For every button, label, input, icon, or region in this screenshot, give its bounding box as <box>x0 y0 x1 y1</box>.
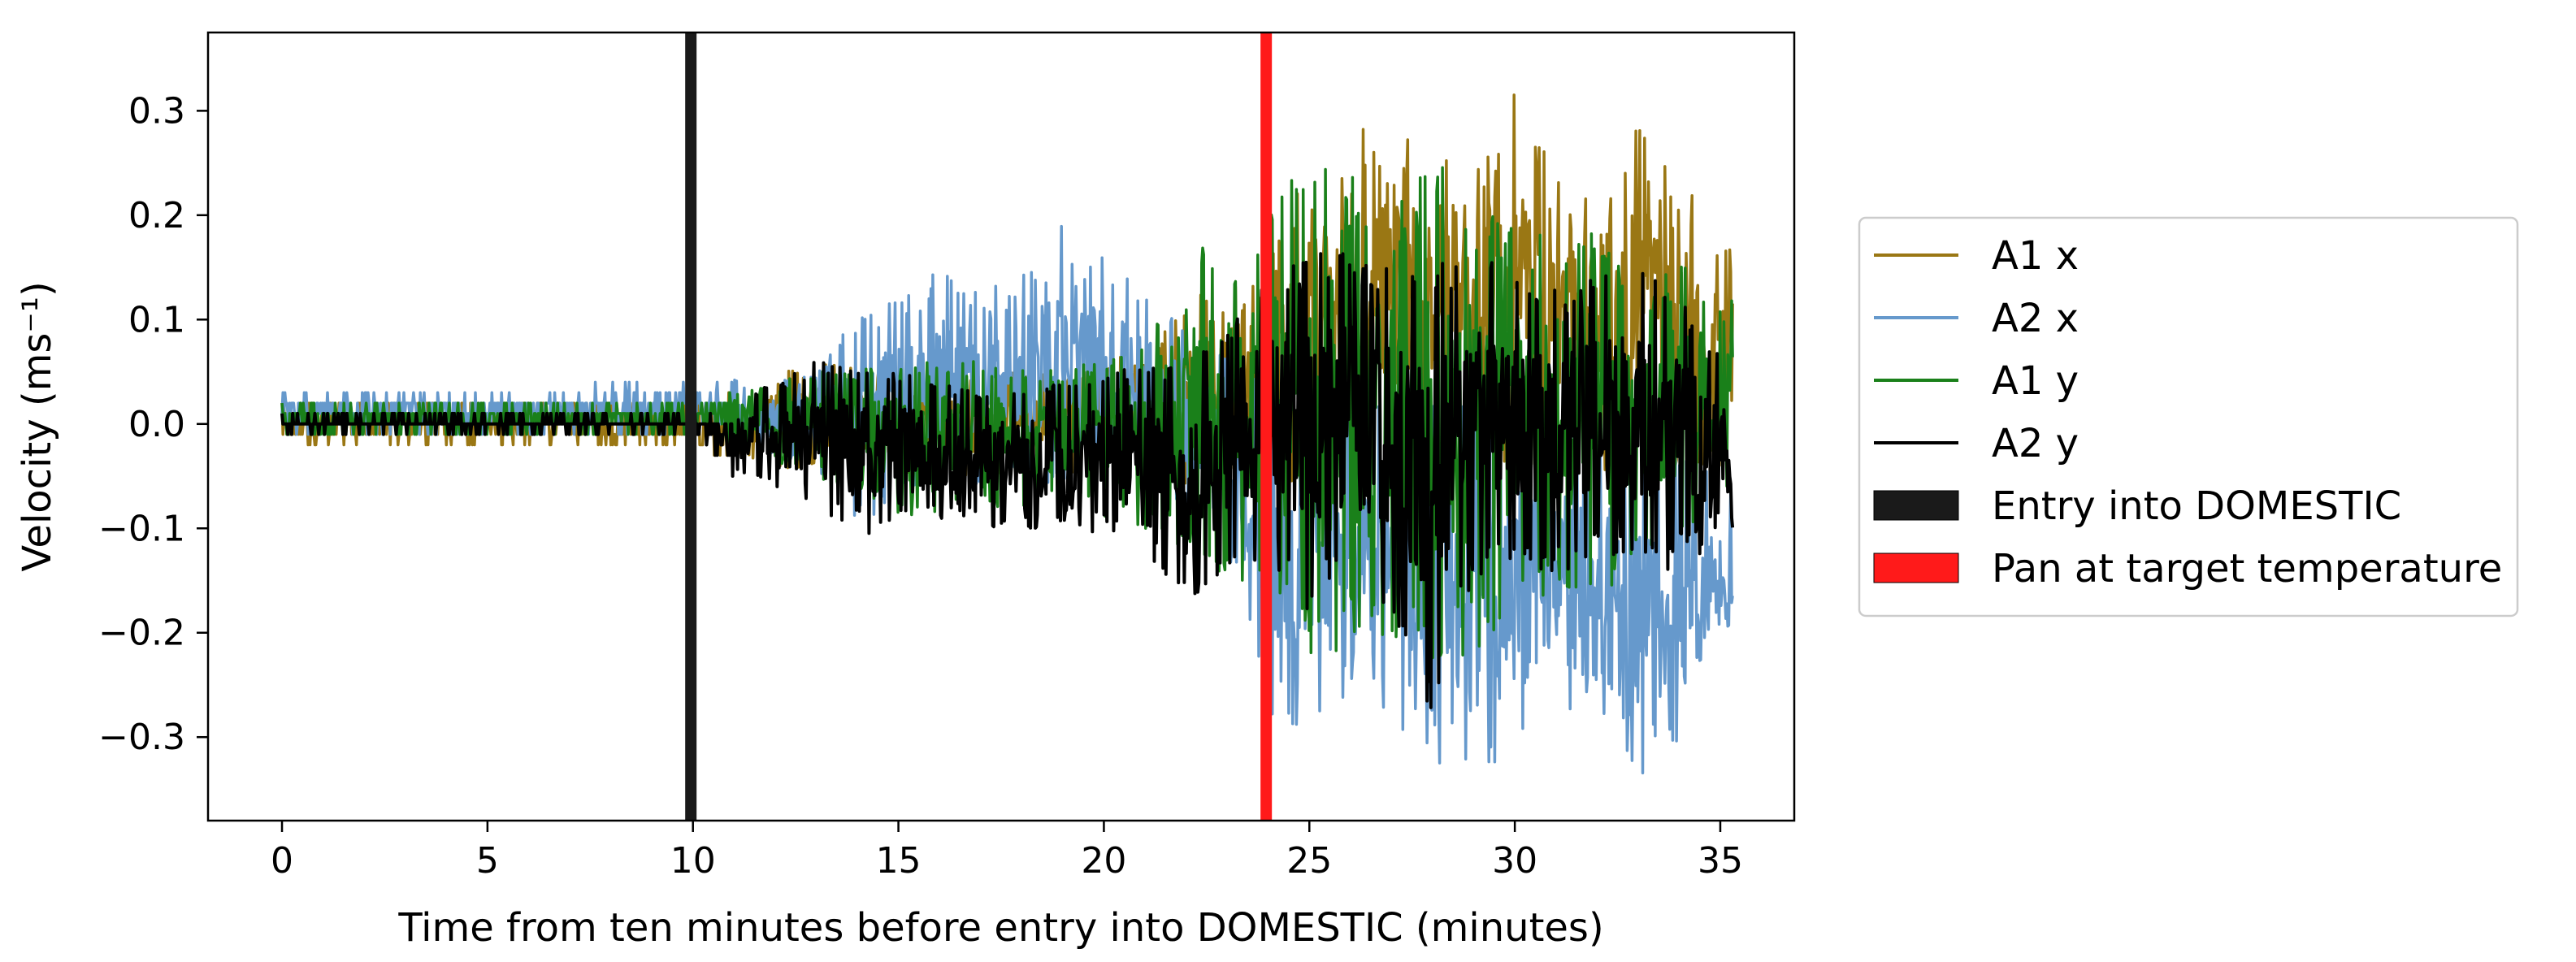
legend-swatch-pan-at-target-temperature <box>1873 552 1959 583</box>
legend-label-a2-y: A2 y <box>1992 421 2079 466</box>
legend-label-entry-into-domestic: Entry into DOMESTIC <box>1992 483 2401 529</box>
y-tick-label: 0.3 <box>128 90 185 132</box>
legend-items: A1 x A2 x A1 y A2 y Entry into DOMESTIC Pan a… <box>1873 233 2502 592</box>
y-tick-label: −0.3 <box>98 717 185 758</box>
entry-vline <box>685 32 697 821</box>
plot-frame <box>206 31 1796 822</box>
y-tick-label: −0.2 <box>98 613 185 654</box>
x-axis-ticks: 0 5 10 15 20 25 30 35 <box>271 821 1743 882</box>
x-tick-label: 5 <box>476 840 499 882</box>
x-tick-label: 10 <box>670 840 716 882</box>
legend-swatch-entry-into-domestic <box>1873 490 1959 521</box>
legend-box <box>1858 216 2519 618</box>
y-tick-label: −0.1 <box>98 508 185 549</box>
target-temp-vline <box>1260 32 1273 821</box>
x-tick-label: 15 <box>876 840 922 882</box>
x-tick-label: 20 <box>1081 840 1126 882</box>
legend-label-a2-x: A2 x <box>1992 296 2079 341</box>
legend-label-a1-y: A1 y <box>1992 358 2079 404</box>
series-layer <box>280 93 1735 775</box>
legend: A1 x A2 x A1 y A2 y Entry into DOMESTIC Pan a… <box>1858 216 2519 618</box>
legend-label-a1-x: A1 x <box>1992 233 2079 279</box>
x-tick-label: 25 <box>1286 840 1332 882</box>
x-tick-label: 35 <box>1698 840 1743 882</box>
y-tick-label: 0.0 <box>128 404 185 445</box>
x-tick-label: 30 <box>1492 840 1537 882</box>
y-tick-label: 0.1 <box>128 299 185 340</box>
series-line-a2-y <box>280 252 1735 709</box>
y-axis-label: Velocity (ms⁻¹) <box>15 281 60 571</box>
x-tick-label: 0 <box>271 840 293 882</box>
y-axis-ticks: −0.3 −0.2 −0.1 0.0 0.1 0.2 0.3 <box>98 90 208 758</box>
vline-layer <box>685 32 1273 821</box>
x-axis-label: Time from ten minutes before entry into … <box>397 905 1603 951</box>
y-tick-label: 0.2 <box>128 195 185 236</box>
legend-label-pan-at-target-temperature: Pan at target temperature <box>1992 546 2502 592</box>
